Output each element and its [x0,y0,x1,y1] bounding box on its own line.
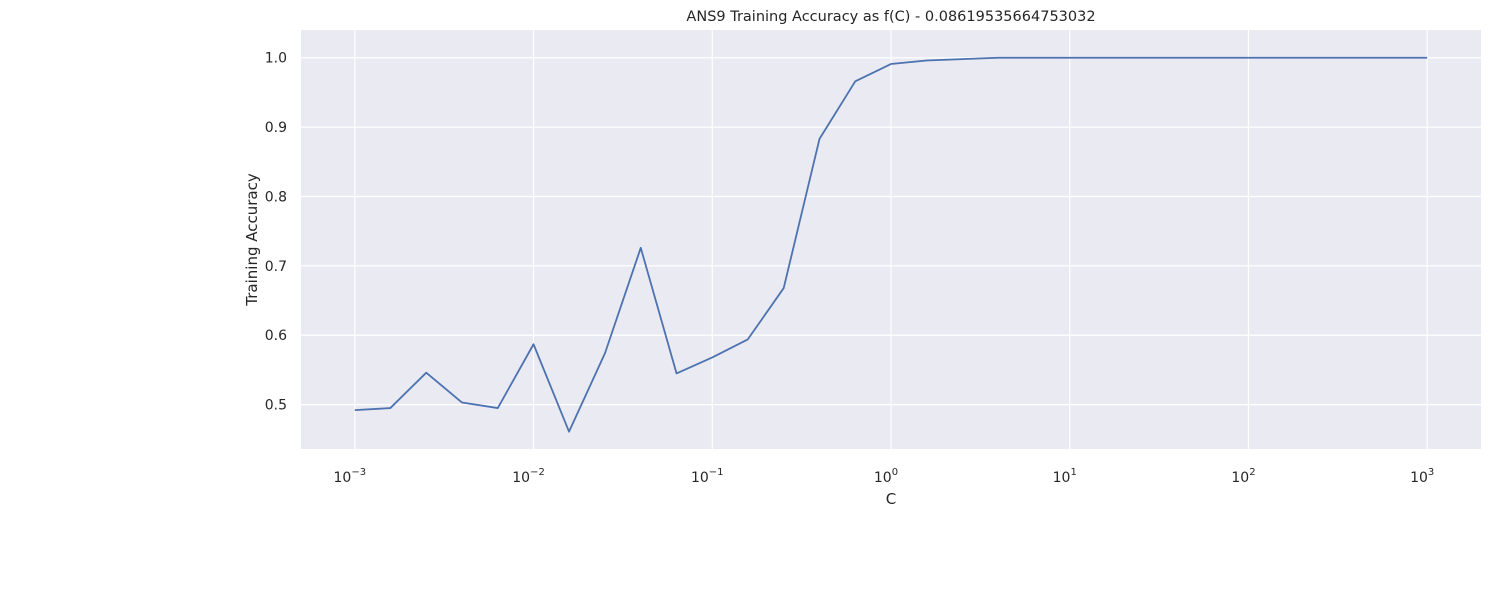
data-point [1176,57,1178,59]
data-point [890,63,892,65]
y-axis-label: Training Accuracy [243,173,261,307]
x-tick-exponent: 2 [1249,467,1255,478]
data-point [1033,57,1035,59]
x-tick-base: 10 [334,470,352,486]
data-point [1390,57,1392,59]
y-tick-label: 0.8 [265,189,287,205]
x-tick-label: 10−3 [334,467,367,486]
data-point [640,247,642,249]
x-tick-label: 103 [1410,467,1434,486]
x-tick-labels: 10−3 10−2 10−1 100 101 102 103 [334,467,1435,486]
data-point [425,372,427,374]
x-tick-exponent: −3 [351,467,366,478]
grid-lines [301,30,1481,449]
y-tick-label: 0.5 [265,398,287,414]
x-tick-exponent: 1 [1070,467,1076,478]
data-point [711,356,713,358]
x-axis-label: C [886,490,896,508]
data-point [747,338,749,340]
data-point [926,60,928,62]
data-point [783,287,785,289]
data-point [461,402,463,404]
data-point [676,372,678,374]
x-tick-base: 10 [1053,470,1071,486]
data-point [497,407,499,409]
data-point [1283,57,1285,59]
x-tick-label: 102 [1231,467,1255,486]
data-point [354,409,356,411]
y-tick-label: 1.0 [265,51,287,67]
data-point [1212,57,1214,59]
y-tick-label: 0.9 [265,120,287,136]
x-tick-label: 101 [1053,467,1077,486]
y-tick-label: 0.6 [265,328,287,344]
data-point [997,57,999,59]
x-tick-exponent: 0 [892,467,898,478]
data-point [1247,57,1249,59]
x-tick-base: 10 [1231,470,1249,486]
x-tick-exponent: −1 [709,467,724,478]
x-tick-label: 100 [874,467,898,486]
data-point [1355,57,1357,59]
x-tick-base: 10 [1410,470,1428,486]
data-point [1140,57,1142,59]
x-tick-label: 10−1 [691,467,724,486]
data-point [568,431,570,433]
chart-title: ANS9 Training Accuracy as f(C) - 0.08619… [686,9,1095,25]
y-tick-labels: 0.5 0.6 0.7 0.8 0.9 1.0 [265,51,287,414]
data-point [1319,57,1321,59]
x-tick-base: 10 [512,470,530,486]
data-point [961,58,963,60]
data-point [818,138,820,140]
x-tick-exponent: 3 [1428,467,1434,478]
data-point [533,343,535,345]
data-point [854,80,856,82]
x-tick-exponent: −2 [530,467,545,478]
data-point [1104,57,1106,59]
training-accuracy-line [354,56,1428,433]
x-tick-base: 10 [691,470,709,486]
data-point [604,352,606,354]
data-point [1426,57,1428,59]
data-point [389,407,391,409]
data-point [1069,57,1071,59]
y-tick-label: 0.7 [265,259,287,275]
x-tick-label: 10−2 [512,467,545,486]
x-tick-base: 10 [874,470,892,486]
